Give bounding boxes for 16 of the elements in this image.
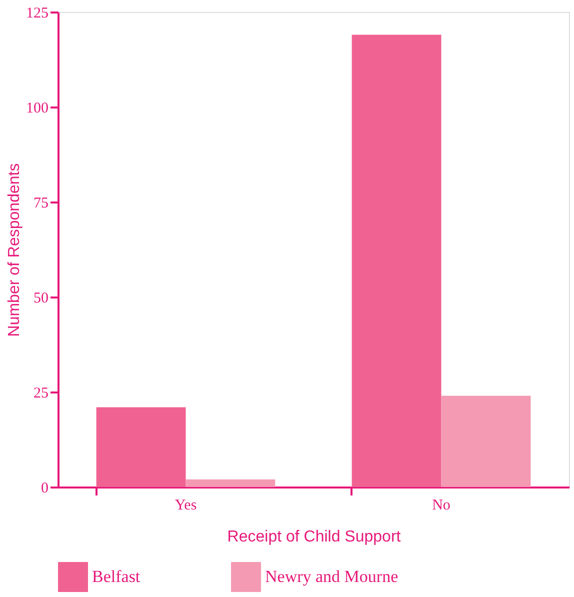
y-axis-title: Number of Respondents xyxy=(6,163,23,337)
y-tick-label: 25 xyxy=(34,386,48,402)
x-tick-label: Yes xyxy=(174,498,197,514)
bar xyxy=(186,479,276,487)
bar xyxy=(441,396,531,487)
y-tick-label: 100 xyxy=(26,100,48,116)
y-tick-label: 75 xyxy=(34,196,48,212)
y-tick-label: 125 xyxy=(26,6,48,22)
legend-label: Newry and Mourne xyxy=(265,567,398,586)
legend-label: Belfast xyxy=(92,567,140,586)
y-tick-label: 0 xyxy=(41,480,48,496)
x-tick-label: No xyxy=(432,498,450,514)
y-tick-label: 50 xyxy=(34,290,48,306)
x-axis-title: Receipt of Child Support xyxy=(227,528,402,546)
bar xyxy=(96,407,186,487)
bar xyxy=(352,34,442,487)
